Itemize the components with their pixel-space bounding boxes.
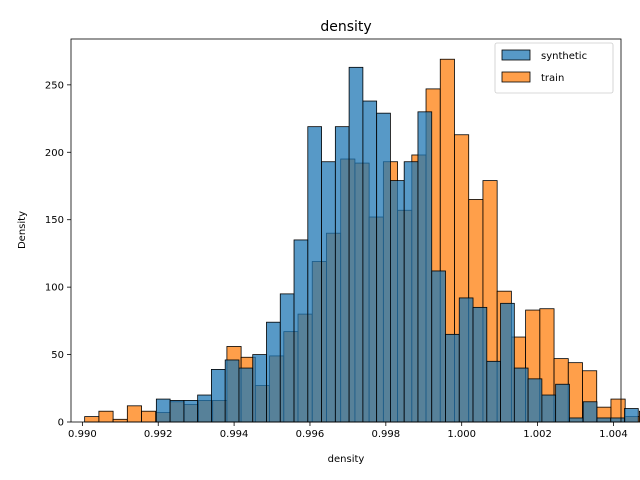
bar-synthetic-32 [596, 417, 612, 423]
x-tick-label: 0.994 [220, 429, 249, 440]
bar-synthetic-31 [582, 401, 598, 423]
bar-synthetic-14 [348, 66, 364, 423]
bar-train-1 [98, 410, 114, 423]
bar-synthetic-33 [610, 417, 625, 423]
bar-synthetic-4 [211, 369, 226, 423]
bar-synthetic-7 [252, 354, 267, 423]
bar-synthetic-24 [486, 360, 501, 423]
bar-train-4 [141, 410, 157, 423]
bar-train-0 [84, 416, 100, 423]
y-tick-label: 200 [45, 148, 64, 159]
bar-synthetic-2 [183, 400, 199, 423]
x-tick-label: 0.990 [68, 429, 97, 440]
y-tick-label: 0 [58, 418, 64, 429]
bar-synthetic-3 [197, 394, 212, 423]
y-tick-label: 50 [51, 350, 64, 361]
plot-frame [70, 38, 622, 423]
bar-synthetic-30 [569, 417, 584, 423]
bar-train-3 [126, 405, 142, 423]
bar-synthetic-10 [293, 239, 309, 423]
bar-synthetic-23 [472, 306, 488, 423]
x-tick-label: 1.002 [523, 429, 552, 440]
chart-title: density [320, 19, 371, 35]
bar-synthetic-26 [513, 367, 529, 423]
bar-synthetic-22 [458, 297, 474, 423]
bar-synthetic-25 [500, 302, 515, 423]
x-axis-label: density [328, 454, 365, 465]
y-tick-label: 150 [45, 215, 64, 226]
y-tick-label: 100 [45, 283, 64, 294]
x-tick-label: 1.004 [599, 429, 628, 440]
bar-synthetic-20 [431, 270, 446, 423]
bar-train-2 [112, 418, 128, 423]
bar-synthetic-1 [169, 400, 185, 423]
y-axis-ticks: 0 50 100 150 200 250 [45, 80, 71, 429]
legend: synthetic train [494, 42, 614, 94]
bar-synthetic-21 [445, 333, 460, 423]
x-tick-label: 1.000 [447, 429, 476, 440]
bar-synthetic-9 [279, 293, 295, 423]
bar-synthetic-29 [555, 383, 570, 423]
bar-synthetic-0 [155, 398, 171, 423]
bar-synthetic-27 [527, 378, 543, 423]
bar-synthetic-28 [541, 394, 557, 423]
y-tick-label: 250 [45, 80, 64, 91]
legend-label-train: train [541, 73, 564, 84]
bar-synthetic-17 [390, 180, 405, 423]
bar-synthetic-13 [334, 126, 350, 423]
legend-swatch-train [501, 71, 531, 83]
bar-synthetic-18 [403, 161, 419, 423]
bar-synthetic-6 [238, 367, 254, 423]
x-tick-label: 0.998 [372, 429, 401, 440]
bar-synthetic-16 [376, 112, 391, 423]
x-axis-ticks: 0.990 0.992 0.994 0.996 0.998 1.000 1.002 1.004 [68, 422, 628, 440]
bar-synthetic-34 [624, 408, 639, 423]
x-tick-label: 0.996 [296, 429, 325, 440]
bar-synthetic-5 [224, 359, 240, 423]
bar-synthetic-11 [307, 126, 322, 423]
bar-synthetic-12 [321, 161, 336, 423]
bar-synthetic-8 [266, 321, 281, 423]
x-tick-label: 0.992 [144, 429, 173, 440]
legend-label-synthetic: synthetic [541, 51, 587, 62]
legend-swatch-synthetic [501, 49, 531, 61]
bar-synthetic-19 [417, 111, 433, 423]
bar-train-34 [567, 362, 583, 423]
bar-synthetic-15 [362, 100, 378, 423]
y-axis-label: Density [17, 211, 28, 249]
